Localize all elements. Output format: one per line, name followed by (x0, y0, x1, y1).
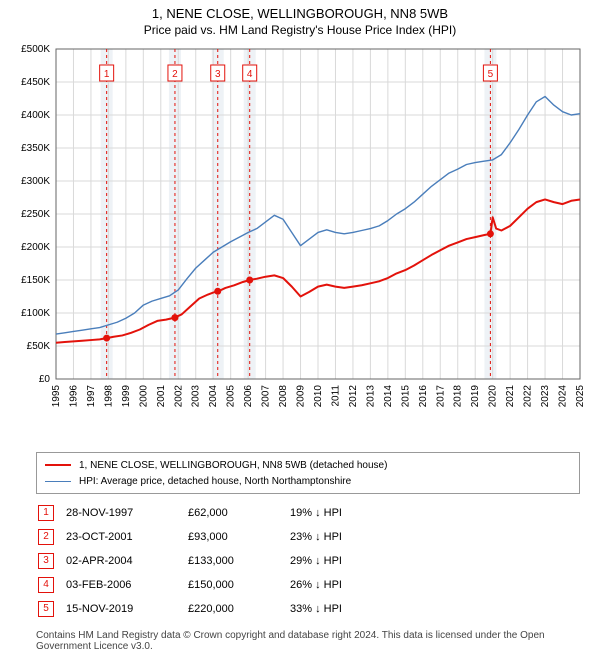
svg-text:2012: 2012 (348, 385, 359, 408)
event-marker-icon: 4 (38, 577, 54, 593)
svg-text:£300K: £300K (21, 176, 50, 187)
svg-text:2007: 2007 (261, 385, 272, 408)
svg-text:2013: 2013 (365, 385, 376, 408)
event-delta: 23% ↓ HPI (290, 526, 352, 548)
legend-row: HPI: Average price, detached house, Nort… (45, 473, 571, 489)
chart-title: 1, NENE CLOSE, WELLINGBOROUGH, NN8 5WB (10, 6, 590, 21)
event-delta: 19% ↓ HPI (290, 502, 352, 524)
svg-text:2023: 2023 (540, 385, 551, 408)
event-delta: 33% ↓ HPI (290, 598, 352, 620)
svg-text:2005: 2005 (226, 385, 237, 408)
svg-text:2021: 2021 (505, 385, 516, 408)
event-price: £62,000 (188, 502, 288, 524)
event-delta: 26% ↓ HPI (290, 574, 352, 596)
svg-text:4: 4 (247, 69, 253, 80)
svg-text:2008: 2008 (278, 385, 289, 408)
svg-text:2000: 2000 (138, 385, 149, 408)
svg-text:2020: 2020 (488, 385, 499, 408)
event-delta: 29% ↓ HPI (290, 550, 352, 572)
table-row: 5 15-NOV-2019£220,00033% ↓ HPI (38, 598, 352, 620)
svg-text:£150K: £150K (21, 275, 50, 286)
table-row: 4 03-FEB-2006£150,00026% ↓ HPI (38, 574, 352, 596)
event-date: 03-FEB-2006 (66, 574, 186, 596)
svg-text:£200K: £200K (21, 242, 50, 253)
svg-text:2006: 2006 (243, 385, 254, 408)
table-row: 1 28-NOV-1997£62,00019% ↓ HPI (38, 502, 352, 524)
svg-text:2011: 2011 (330, 385, 341, 407)
svg-text:5: 5 (488, 69, 494, 80)
svg-text:£50K: £50K (27, 341, 51, 352)
events-table: 1 28-NOV-1997£62,00019% ↓ HPI 2 23-OCT-2001… (36, 500, 354, 622)
title-block: 1, NENE CLOSE, WELLINGBOROUGH, NN8 5WB P… (0, 0, 600, 39)
event-price: £150,000 (188, 574, 288, 596)
chart-subtitle: Price paid vs. HM Land Registry's House … (10, 23, 590, 37)
event-marker-icon: 1 (38, 505, 54, 521)
svg-text:2017: 2017 (435, 385, 446, 408)
svg-text:2018: 2018 (453, 385, 464, 408)
svg-text:£450K: £450K (21, 77, 50, 88)
event-price: £220,000 (188, 598, 288, 620)
svg-text:1999: 1999 (121, 385, 132, 408)
svg-text:1997: 1997 (86, 385, 97, 408)
legend-swatch (45, 464, 71, 466)
svg-text:2004: 2004 (208, 385, 219, 408)
event-date: 02-APR-2004 (66, 550, 186, 572)
event-marker-icon: 5 (38, 601, 54, 617)
svg-text:2014: 2014 (383, 385, 394, 408)
chart-container: 1, NENE CLOSE, WELLINGBOROUGH, NN8 5WB P… (0, 0, 600, 652)
event-marker-icon: 3 (38, 553, 54, 569)
svg-text:1998: 1998 (103, 385, 114, 408)
footnote: Contains HM Land Registry data © Crown c… (36, 626, 580, 652)
event-price: £133,000 (188, 550, 288, 572)
event-date: 23-OCT-2001 (66, 526, 186, 548)
svg-text:£400K: £400K (21, 110, 50, 121)
legend-swatch (45, 481, 71, 482)
svg-text:2024: 2024 (558, 385, 569, 408)
svg-text:£350K: £350K (21, 143, 50, 154)
svg-text:2002: 2002 (173, 385, 184, 408)
svg-text:2022: 2022 (523, 385, 534, 408)
svg-text:1: 1 (104, 69, 110, 80)
table-row: 3 02-APR-2004£133,00029% ↓ HPI (38, 550, 352, 572)
event-date: 15-NOV-2019 (66, 598, 186, 620)
svg-text:3: 3 (215, 69, 221, 80)
event-price: £93,000 (188, 526, 288, 548)
svg-text:£100K: £100K (21, 308, 50, 319)
svg-text:2010: 2010 (313, 385, 324, 408)
event-marker-icon: 2 (38, 529, 54, 545)
svg-text:2025: 2025 (575, 385, 586, 408)
chart-area: £0 £50K £100K £150K £200K £250K £300K £350K £400… (10, 39, 590, 444)
svg-text:2009: 2009 (296, 385, 307, 408)
legend-label: 1, NENE CLOSE, WELLINGBOROUGH, NN8 5WB (… (79, 460, 387, 471)
event-date: 28-NOV-1997 (66, 502, 186, 524)
table-row: 2 23-OCT-2001£93,00023% ↓ HPI (38, 526, 352, 548)
legend-label: HPI: Average price, detached house, Nort… (79, 476, 351, 487)
svg-text:2016: 2016 (418, 385, 429, 408)
svg-text:£500K: £500K (21, 44, 50, 55)
svg-text:£250K: £250K (21, 209, 50, 220)
svg-text:1995: 1995 (51, 385, 62, 408)
svg-text:1996: 1996 (68, 385, 79, 408)
legend: 1, NENE CLOSE, WELLINGBOROUGH, NN8 5WB (… (36, 452, 580, 494)
svg-text:2: 2 (172, 69, 178, 80)
chart-svg: £0 £50K £100K £150K £200K £250K £300K £350K £400… (10, 39, 590, 439)
svg-text:2001: 2001 (156, 385, 167, 408)
svg-text:2003: 2003 (191, 385, 202, 408)
svg-text:2019: 2019 (470, 385, 481, 408)
svg-text:2015: 2015 (400, 385, 411, 408)
svg-text:£0: £0 (39, 374, 51, 385)
legend-row: 1, NENE CLOSE, WELLINGBOROUGH, NN8 5WB (… (45, 457, 571, 473)
